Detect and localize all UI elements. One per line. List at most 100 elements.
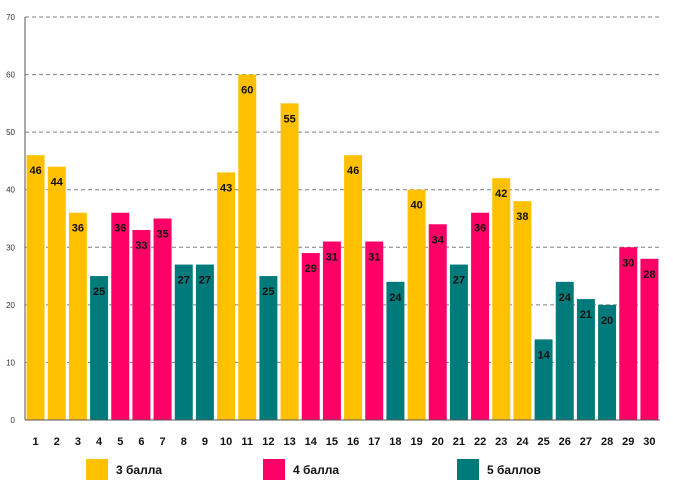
bar [534, 339, 553, 420]
data-label: 25 [93, 286, 105, 298]
x-tick-label: 22 [474, 436, 486, 448]
bar [301, 253, 320, 420]
x-tick-label: 23 [495, 436, 507, 448]
data-label: 31 [326, 252, 338, 264]
data-label: 33 [135, 240, 147, 252]
bar [153, 218, 172, 420]
x-tick-label: 8 [181, 436, 187, 448]
x-axis-ticks: 1 2 3 4 5 6 7 8 9 10 11 12 13 14 15 16 17 18 19 20 21 22 23 24 2… [33, 436, 656, 448]
x-tick-label: 26 [559, 436, 571, 448]
data-label: 24 [559, 292, 572, 304]
data-label: 40 [410, 200, 422, 212]
bar [111, 212, 130, 420]
bar [471, 212, 490, 420]
x-tick-label: 14 [305, 436, 318, 448]
bar [365, 241, 384, 420]
x-tick-label: 28 [601, 436, 613, 448]
bar [428, 224, 447, 420]
x-tick-label: 17 [368, 436, 380, 448]
legend-swatch [263, 459, 285, 480]
data-label: 46 [347, 165, 359, 177]
y-axis-ticks: 0 10 20 30 40 50 60 70 [6, 13, 15, 425]
y-tick-label: 60 [6, 71, 15, 80]
bar [576, 299, 595, 420]
data-label: 42 [495, 188, 507, 200]
bar [68, 212, 87, 420]
data-label: 24 [389, 292, 402, 304]
data-label: 27 [199, 275, 211, 287]
data-label: 14 [537, 349, 550, 361]
bar [280, 103, 299, 420]
x-tick-label: 9 [202, 436, 208, 448]
x-tick-label: 20 [432, 436, 444, 448]
bar [238, 74, 257, 421]
data-label: 27 [453, 275, 465, 287]
data-label: 44 [51, 177, 64, 189]
bar [259, 276, 278, 420]
bar [513, 201, 532, 420]
y-tick-label: 70 [6, 13, 15, 22]
bar [555, 281, 574, 420]
legend-swatch [86, 459, 108, 480]
data-label: 36 [474, 223, 486, 235]
data-label: 29 [305, 263, 317, 275]
bar [386, 281, 405, 420]
data-label: 36 [72, 223, 84, 235]
y-tick-label: 30 [6, 243, 15, 252]
y-tick-label: 40 [6, 186, 15, 195]
bar [217, 172, 236, 420]
bars [26, 74, 659, 421]
data-label: 43 [220, 182, 232, 194]
data-label: 34 [432, 234, 445, 246]
data-label: 27 [178, 275, 190, 287]
x-tick-label: 3 [75, 436, 81, 448]
data-label: 35 [156, 229, 168, 241]
data-label: 60 [241, 85, 253, 97]
x-tick-label: 12 [262, 436, 274, 448]
legend: 3 балла 4 балла 5 баллов [86, 459, 541, 480]
bar [449, 264, 468, 420]
y-tick-label: 0 [11, 416, 16, 425]
x-tick-label: 18 [389, 436, 401, 448]
y-tick-label: 50 [6, 128, 15, 137]
x-tick-label: 16 [347, 436, 359, 448]
y-tick-label: 20 [6, 301, 15, 310]
legend-swatch [457, 459, 479, 480]
data-label: 28 [643, 269, 655, 281]
x-tick-label: 30 [643, 436, 655, 448]
bar [344, 155, 363, 420]
gridlines [25, 16, 660, 363]
x-tick-label: 24 [516, 436, 529, 448]
bar [640, 258, 659, 420]
bar [322, 241, 341, 420]
data-label: 31 [368, 252, 380, 264]
legend-label: 5 баллов [487, 463, 541, 477]
x-tick-label: 29 [622, 436, 634, 448]
x-tick-label: 27 [580, 436, 592, 448]
data-label: 36 [114, 223, 126, 235]
x-tick-label: 2 [54, 436, 60, 448]
data-label: 25 [262, 286, 274, 298]
y-tick-label: 10 [6, 358, 15, 367]
x-tick-label: 5 [117, 436, 123, 448]
bar [407, 189, 426, 420]
bar [47, 166, 66, 420]
legend-label: 4 балла [293, 463, 339, 477]
data-label: 20 [601, 315, 613, 327]
x-tick-label: 13 [283, 436, 295, 448]
x-tick-label: 21 [453, 436, 465, 448]
data-label: 55 [283, 113, 295, 125]
x-tick-label: 4 [96, 436, 103, 448]
x-tick-label: 19 [410, 436, 422, 448]
bar [195, 264, 214, 420]
bar [174, 264, 193, 420]
x-tick-label: 6 [138, 436, 144, 448]
x-tick-label: 15 [326, 436, 338, 448]
x-tick-label: 25 [537, 436, 549, 448]
bar [90, 276, 109, 420]
data-label: 30 [622, 257, 634, 269]
data-label: 38 [516, 211, 528, 223]
bar [619, 247, 638, 420]
data-label: 21 [580, 309, 592, 321]
